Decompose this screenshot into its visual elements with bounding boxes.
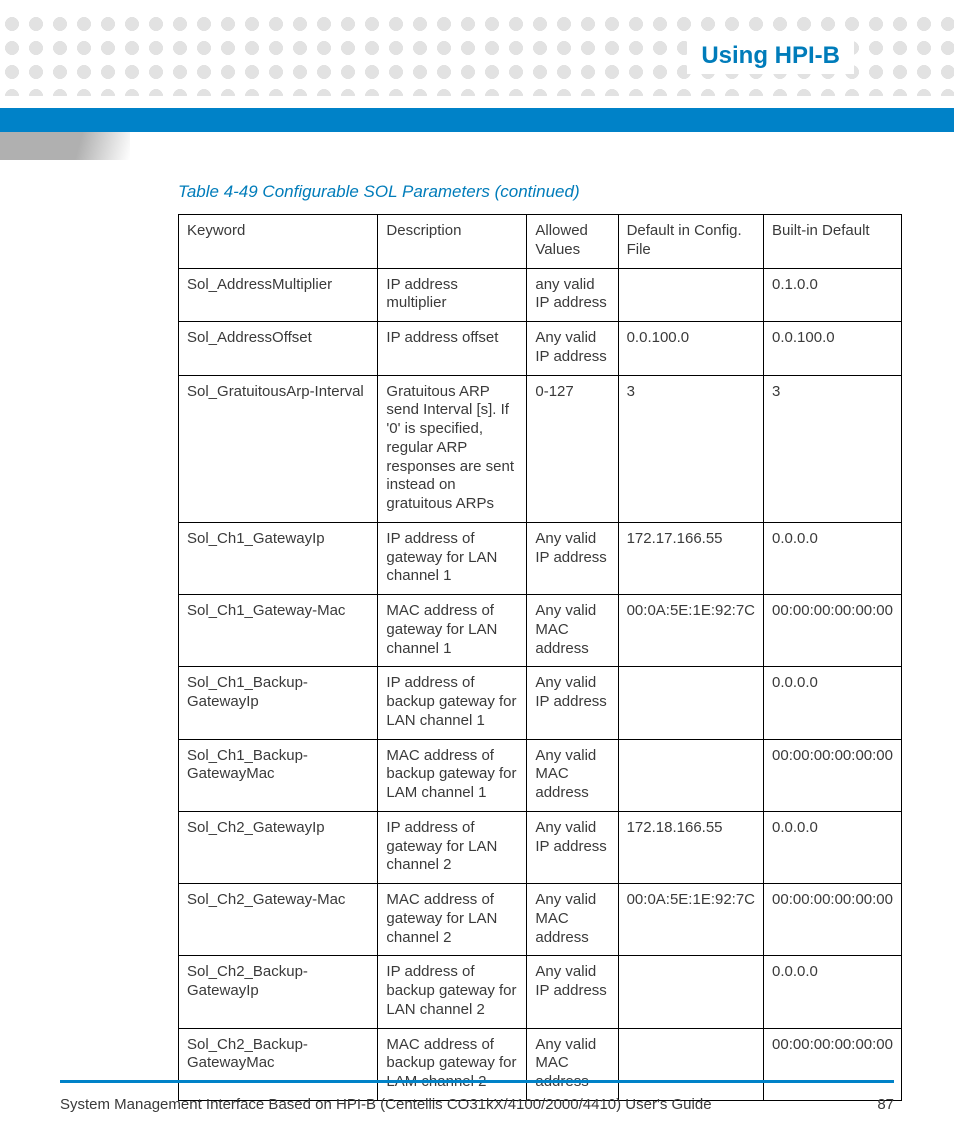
footer-rule <box>60 1080 894 1083</box>
table-cell: Sol_Ch1_GatewayIp <box>179 522 378 594</box>
table-row: Sol_AddressOffsetIP address offsetAny va… <box>179 322 902 376</box>
footer-page-number: 87 <box>877 1096 894 1113</box>
table-cell: IP address multiplier <box>378 268 527 322</box>
table-cell: Any valid IP address <box>527 956 618 1028</box>
table-cell: IP address of gateway for LAN channel 1 <box>378 522 527 594</box>
table-cell <box>618 667 763 739</box>
footer-text: System Management Interface Based on HPI… <box>60 1096 712 1113</box>
table-cell: 3 <box>618 375 763 522</box>
col-header-default: Default in Config. File <box>618 215 763 269</box>
table-row: Sol_GratuitousArp-IntervalGratuitous ARP… <box>179 375 902 522</box>
table-cell: 0.0.100.0 <box>764 322 902 376</box>
table-cell: Sol_Ch1_Backup-GatewayMac <box>179 739 378 811</box>
table-cell: 00:0A:5E:1E:92:7C <box>618 884 763 956</box>
page-header-title: Using HPI-B <box>687 38 854 74</box>
table-cell: Sol_Ch2_Gateway-Mac <box>179 884 378 956</box>
table-cell <box>618 956 763 1028</box>
table-cell: 0.0.100.0 <box>618 322 763 376</box>
table-cell: 0.0.0.0 <box>764 667 902 739</box>
table-cell: Any valid MAC address <box>527 739 618 811</box>
table-cell: Sol_Ch2_Backup-GatewayIp <box>179 956 378 1028</box>
main-content: Table 4-49 Configurable SOL Parameters (… <box>178 182 902 1101</box>
header-blue-bar <box>0 108 954 132</box>
table-cell: Sol_Ch1_Gateway-Mac <box>179 595 378 667</box>
table-cell: Any valid MAC address <box>527 595 618 667</box>
table-row: Sol_Ch2_Gateway-MacMAC address of gatewa… <box>179 884 902 956</box>
table-cell: Sol_Ch2_Backup-GatewayMac <box>179 1028 378 1100</box>
table-cell: Any valid IP address <box>527 522 618 594</box>
table-cell: 00:00:00:00:00:00 <box>764 739 902 811</box>
table-cell: 0.0.0.0 <box>764 522 902 594</box>
table-cell: MAC address of gateway for LAN channel 2 <box>378 884 527 956</box>
col-header-keyword: Keyword <box>179 215 378 269</box>
sol-parameters-table: Keyword Description Allowed Values Defau… <box>178 214 902 1101</box>
table-cell <box>618 268 763 322</box>
table-row: Sol_Ch1_Gateway-MacMAC address of gatewa… <box>179 595 902 667</box>
table-row: Sol_Ch2_Backup-GatewayIpIP address of ba… <box>179 956 902 1028</box>
col-header-allowed: Allowed Values <box>527 215 618 269</box>
table-cell: 172.17.166.55 <box>618 522 763 594</box>
table-cell: 00:0A:5E:1E:92:7C <box>618 595 763 667</box>
table-row: Sol_Ch1_GatewayIpIP address of gateway f… <box>179 522 902 594</box>
table-cell: IP address of backup gateway for LAN cha… <box>378 667 527 739</box>
table-header-row: Keyword Description Allowed Values Defau… <box>179 215 902 269</box>
table-row: Sol_AddressMultiplierIP address multipli… <box>179 268 902 322</box>
table-cell: 0.0.0.0 <box>764 956 902 1028</box>
table-cell: Gratuitous ARP send Interval [s]. If '0'… <box>378 375 527 522</box>
table-cell: Any valid IP address <box>527 811 618 883</box>
table-cell: Any valid IP address <box>527 667 618 739</box>
table-cell: 0.1.0.0 <box>764 268 902 322</box>
table-cell: Sol_AddressMultiplier <box>179 268 378 322</box>
table-cell: Sol_AddressOffset <box>179 322 378 376</box>
table-cell: MAC address of backup gateway for LAM ch… <box>378 739 527 811</box>
table-cell: 0-127 <box>527 375 618 522</box>
table-row: Sol_Ch2_Backup-GatewayMacMAC address of … <box>179 1028 902 1100</box>
table-cell: 0.0.0.0 <box>764 811 902 883</box>
table-cell <box>618 739 763 811</box>
table-cell: MAC address of gateway for LAN channel 1 <box>378 595 527 667</box>
table-cell: 3 <box>764 375 902 522</box>
table-cell: Sol_GratuitousArp-Interval <box>179 375 378 522</box>
table-caption: Table 4-49 Configurable SOL Parameters (… <box>178 182 902 202</box>
table-cell: IP address of gateway for LAN channel 2 <box>378 811 527 883</box>
table-cell: 00:00:00:00:00:00 <box>764 1028 902 1100</box>
table-cell: any valid IP address <box>527 268 618 322</box>
col-header-description: Description <box>378 215 527 269</box>
table-cell: 00:00:00:00:00:00 <box>764 884 902 956</box>
table-cell: Sol_Ch2_GatewayIp <box>179 811 378 883</box>
table-cell: IP address of backup gateway for LAN cha… <box>378 956 527 1028</box>
table-cell: 172.18.166.55 <box>618 811 763 883</box>
header-grey-wedge <box>0 132 130 160</box>
table-row: Sol_Ch1_Backup-GatewayIpIP address of ba… <box>179 667 902 739</box>
table-cell: IP address offset <box>378 322 527 376</box>
table-cell: Any valid MAC address <box>527 884 618 956</box>
table-row: Sol_Ch1_Backup-GatewayMacMAC address of … <box>179 739 902 811</box>
table-cell: Sol_Ch1_Backup-GatewayIp <box>179 667 378 739</box>
table-cell: Any valid MAC address <box>527 1028 618 1100</box>
table-cell <box>618 1028 763 1100</box>
table-cell: 00:00:00:00:00:00 <box>764 595 902 667</box>
col-header-builtin: Built-in Default <box>764 215 902 269</box>
table-cell: Any valid IP address <box>527 322 618 376</box>
page-footer: System Management Interface Based on HPI… <box>60 1096 894 1113</box>
table-cell: MAC address of backup gateway for LAM ch… <box>378 1028 527 1100</box>
table-row: Sol_Ch2_GatewayIpIP address of gateway f… <box>179 811 902 883</box>
